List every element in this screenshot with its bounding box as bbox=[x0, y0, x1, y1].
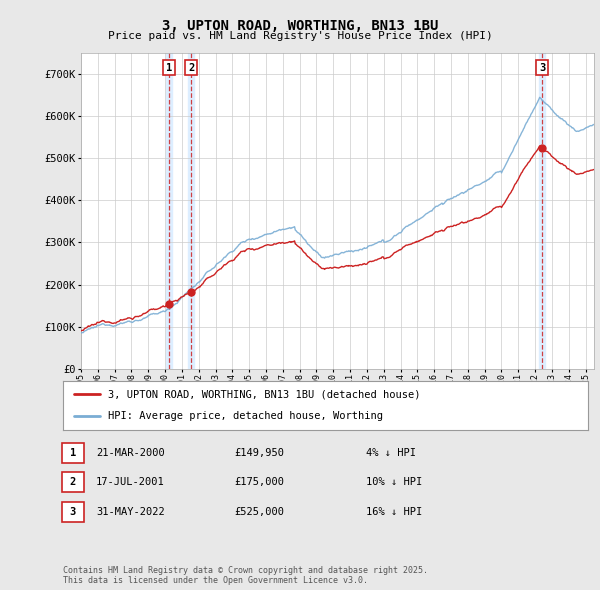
Text: 17-JUL-2001: 17-JUL-2001 bbox=[96, 477, 165, 487]
Text: 10% ↓ HPI: 10% ↓ HPI bbox=[366, 477, 422, 487]
Text: 31-MAY-2022: 31-MAY-2022 bbox=[96, 507, 165, 516]
Text: 4% ↓ HPI: 4% ↓ HPI bbox=[366, 448, 416, 457]
Bar bbox=[188, 53, 194, 369]
Text: Price paid vs. HM Land Registry's House Price Index (HPI): Price paid vs. HM Land Registry's House … bbox=[107, 31, 493, 41]
Text: 2: 2 bbox=[70, 477, 76, 487]
Text: 21-MAR-2000: 21-MAR-2000 bbox=[96, 448, 165, 457]
Text: £149,950: £149,950 bbox=[234, 448, 284, 457]
Text: 1: 1 bbox=[166, 63, 172, 73]
Bar bbox=[166, 53, 172, 369]
Text: 3, UPTON ROAD, WORTHING, BN13 1BU: 3, UPTON ROAD, WORTHING, BN13 1BU bbox=[162, 19, 438, 33]
Text: 3: 3 bbox=[70, 507, 76, 516]
Bar bbox=[539, 53, 545, 369]
Text: £525,000: £525,000 bbox=[234, 507, 284, 516]
Text: 3: 3 bbox=[539, 63, 545, 73]
Text: 1: 1 bbox=[70, 448, 76, 457]
Text: £175,000: £175,000 bbox=[234, 477, 284, 487]
Text: 3, UPTON ROAD, WORTHING, BN13 1BU (detached house): 3, UPTON ROAD, WORTHING, BN13 1BU (detac… bbox=[107, 389, 420, 399]
Text: 2: 2 bbox=[188, 63, 194, 73]
Text: HPI: Average price, detached house, Worthing: HPI: Average price, detached house, Wort… bbox=[107, 411, 383, 421]
Text: Contains HM Land Registry data © Crown copyright and database right 2025.
This d: Contains HM Land Registry data © Crown c… bbox=[63, 566, 428, 585]
Text: 16% ↓ HPI: 16% ↓ HPI bbox=[366, 507, 422, 516]
